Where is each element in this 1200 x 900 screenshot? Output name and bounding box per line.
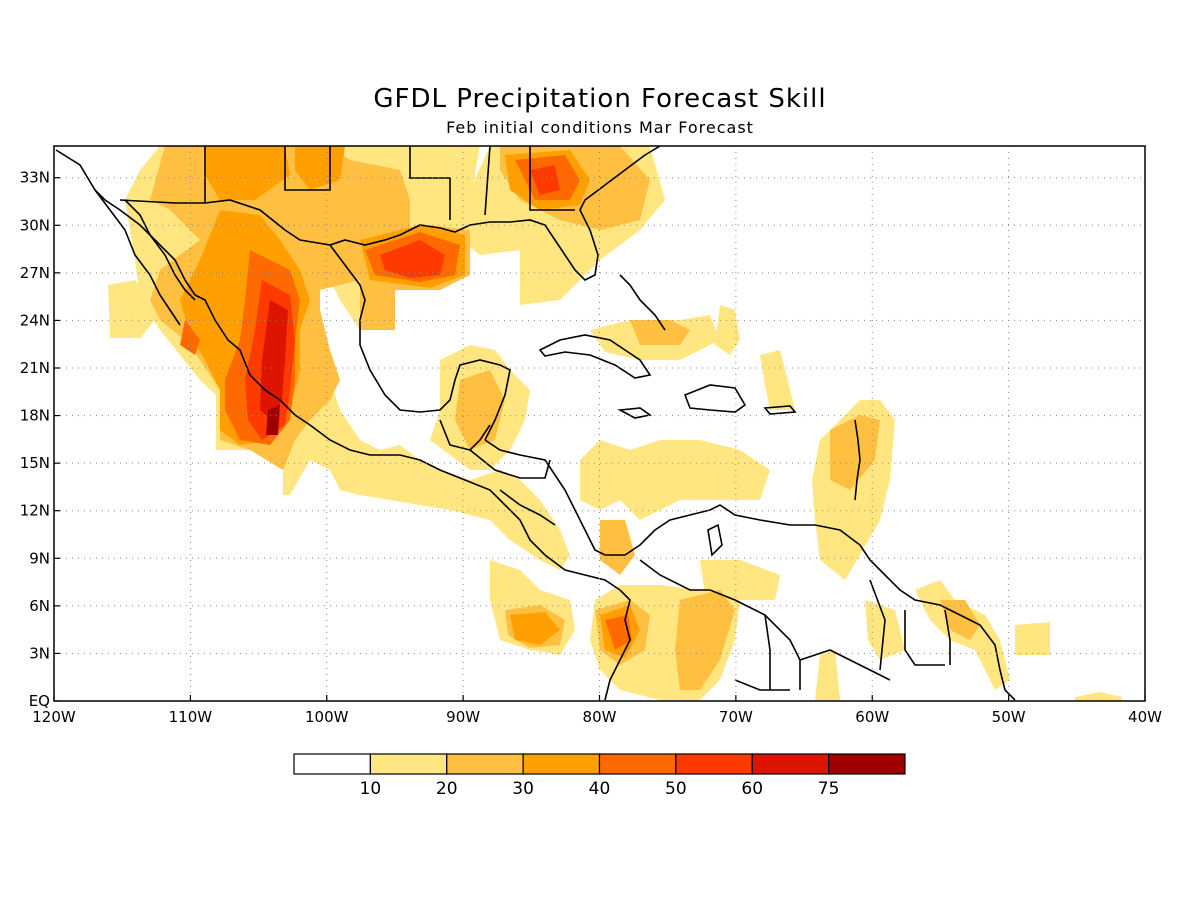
lon-tick-label: 120W (32, 708, 76, 726)
lon-tick-label: 90W (446, 708, 480, 726)
latitude-axis: EQ 3N 6N 9N 12N 15N 18N 21N 24N 27N 30N 33N (20, 169, 60, 710)
lat-tick-label: 24N (20, 311, 50, 329)
lon-tick-label: 70W (719, 708, 753, 726)
colorbar-label: 10 (360, 779, 382, 799)
lon-tick-label: 100W (305, 708, 349, 726)
colorbar-label: 50 (665, 779, 687, 799)
lat-tick-label: 12N (20, 502, 50, 520)
colorbar-label: 60 (741, 779, 763, 799)
colorbar-swatch (293, 753, 371, 775)
lat-tick-label: 15N (20, 454, 50, 472)
colorbar-swatch (598, 753, 677, 775)
lon-tick-label: 60W (855, 708, 889, 726)
lat-tick-label: 9N (29, 549, 50, 567)
colorbar-swatch (828, 753, 906, 775)
colorbar-label: 75 (818, 779, 840, 799)
lon-tick-label: 40W (1128, 708, 1162, 726)
skill-shading (108, 146, 1122, 701)
lat-tick-label: 3N (29, 644, 50, 662)
colorbar-swatch (522, 753, 601, 775)
colorbar-label: 40 (589, 779, 611, 799)
colorbar-swatch (751, 753, 830, 775)
grid-lines (54, 146, 1145, 701)
lat-tick-label: 6N (29, 597, 50, 615)
colorbar-swatch (369, 753, 448, 775)
lon-tick-label: 50W (992, 708, 1026, 726)
colorbar-label: 30 (512, 779, 534, 799)
lon-tick-label: 110W (169, 708, 213, 726)
lat-tick-label: 21N (20, 359, 50, 377)
map-subtitle: Feb initial conditions Mar Forecast (446, 118, 754, 137)
lat-tick-label: 18N (20, 407, 50, 425)
lon-tick-label: 80W (583, 708, 617, 726)
lat-tick-label: 30N (20, 216, 50, 234)
colorbar-swatch (675, 753, 753, 775)
lat-tick-label: 27N (20, 264, 50, 282)
colorbar-label: 20 (436, 779, 458, 799)
map-title: GFDL Precipitation Forecast Skill (373, 84, 827, 114)
coastlines (55, 146, 1016, 701)
colorbar: 10 20 30 40 50 60 75 (293, 753, 906, 799)
lat-tick-label: 33N (20, 169, 50, 187)
lat-tick-label: EQ (29, 692, 50, 710)
colorbar-swatch (446, 753, 524, 775)
longitude-axis: 120W 110W 100W 90W 80W 70W 60W 50W 40W (32, 695, 1162, 726)
